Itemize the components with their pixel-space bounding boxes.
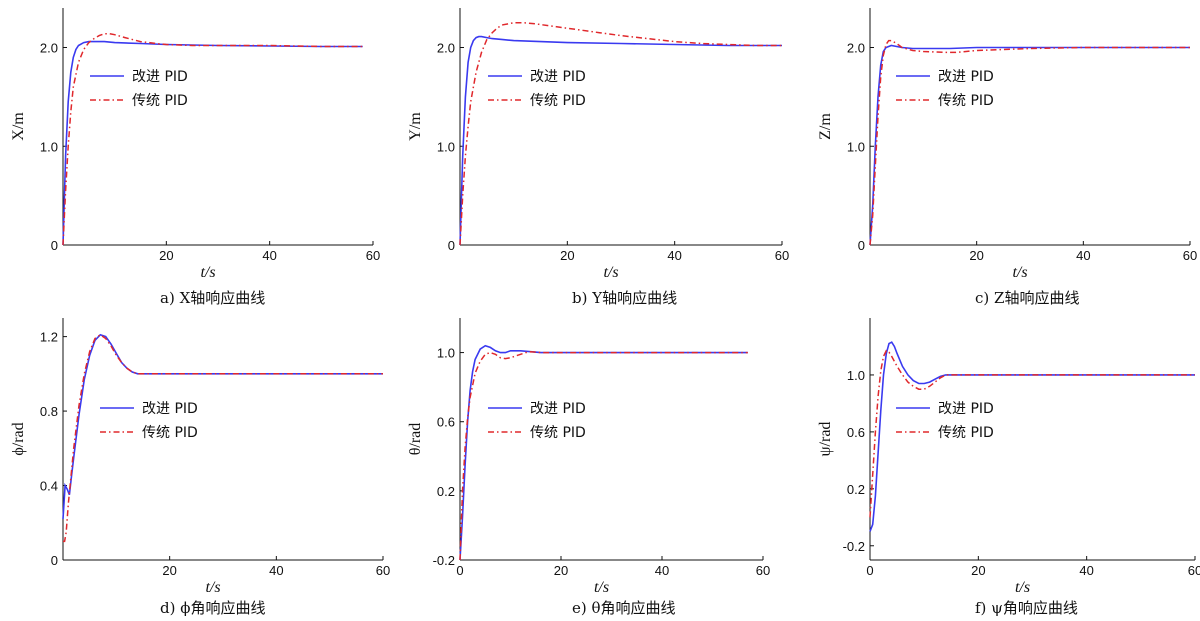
chart-b-x-axis-label: t/s	[603, 264, 618, 281]
chart-f-y-tick-label: 0.6	[847, 425, 865, 440]
chart-d-legend-label: 传统 PID	[142, 425, 198, 441]
chart-c-legend-label: 传统 PID	[938, 93, 994, 109]
chart-b-legend-label: 改进 PID	[530, 69, 586, 85]
chart-b-y-tick-label: 2.0	[437, 41, 455, 56]
chart-e-y-axis-label: θ/rad	[407, 423, 424, 456]
chart-d-y-tick-label: 1.2	[40, 330, 58, 345]
chart-f-x-tick-label: 40	[1079, 563, 1093, 578]
chart-e-x-tick-label: 20	[554, 563, 568, 578]
chart-c-y-tick-label: 2.0	[847, 41, 865, 56]
chart-f-legend-label: 传统 PID	[938, 425, 994, 441]
chart-c-y-tick-label: 1.0	[847, 139, 865, 154]
chart-a-y-tick-label: 2.0	[40, 41, 58, 56]
chart-b-series-traditional	[459, 22, 782, 246]
chart-d-x-tick-label: 40	[269, 563, 283, 578]
chart-d-x-tick-label: 60	[376, 563, 390, 578]
chart-e-x-tick-label: 60	[756, 563, 770, 578]
chart-a-legend-label: 传统 PID	[132, 93, 188, 109]
chart-f-y-axis-label: ψ/rad	[817, 422, 834, 457]
chart-f-panel: 0 20 40 60 -0.2 0.2 0.6 1.0 t/s ψ/rad 改进 PID 传统 PID…	[817, 318, 1200, 617]
chart-f-y-tick-label: -0.2	[843, 539, 865, 554]
chart-b-x-tick-label: 60	[775, 248, 789, 263]
chart-a-caption: a) X轴响应曲线	[160, 289, 265, 307]
chart-a-series-traditional	[62, 32, 363, 246]
chart-f-series-improved	[869, 341, 1195, 532]
chart-c-x-tick-label: 60	[1183, 248, 1197, 263]
chart-d-y-tick-label: 0.4	[40, 479, 58, 494]
chart-c-x-tick-label: 20	[969, 248, 983, 263]
chart-f-x-tick-label: 0	[866, 563, 873, 578]
chart-b-x-tick-label: 40	[667, 248, 681, 263]
chart-e-x-axis-label: t/s	[594, 579, 609, 596]
chart-e-y-tick-label: 1.0	[437, 346, 455, 361]
chart-e-y-tick-label: 0.2	[437, 484, 455, 499]
chart-e-legend-label: 传统 PID	[530, 425, 586, 441]
chart-a-x-tick-label: 40	[262, 248, 276, 263]
chart-d-series-improved	[62, 333, 383, 520]
chart-e-series-traditional	[459, 350, 748, 561]
chart-f-x-tick-label: 20	[971, 563, 985, 578]
chart-e-y-tick-label: -0.2	[433, 553, 455, 568]
chart-e-x-tick-label: 40	[655, 563, 669, 578]
chart-a-legend-label: 改进 PID	[132, 69, 188, 85]
chart-b-y-tick-label: 1.0	[437, 139, 455, 154]
chart-a-y-tick-label: 0	[51, 238, 58, 253]
chart-d-x-axis-label: t/s	[205, 579, 220, 596]
chart-b-series-improved	[459, 35, 782, 246]
chart-a-x-axis-label: t/s	[200, 264, 215, 281]
chart-f-caption: f) ψ角响应曲线	[975, 599, 1078, 617]
chart-e-legend-label: 改进 PID	[530, 401, 586, 417]
chart-d-y-tick-label: 0.8	[40, 404, 58, 419]
chart-a-series-improved	[62, 40, 363, 246]
chart-b-y-axis-label: Y/m	[407, 112, 424, 141]
chart-c-x-tick-label: 40	[1076, 248, 1090, 263]
chart-e-y-tick-label: 0.6	[437, 415, 455, 430]
chart-b-caption: b) Y轴响应曲线	[572, 289, 677, 307]
chart-c-y-tick-label: 0	[858, 238, 865, 253]
chart-e-x-tick-label: 0	[456, 563, 463, 578]
chart-f-x-axis-label: t/s	[1015, 579, 1030, 596]
chart-c-y-axis-label: Z/m	[817, 113, 834, 140]
chart-f-y-tick-label: 0.2	[847, 482, 865, 497]
chart-d-panel: 20 40 60 0 0.4 0.8 1.2 t/s ϕ/rad 改进 PID 传统 PID d) ϕ…	[10, 318, 390, 617]
chart-d-y-tick-label: 0	[51, 553, 58, 568]
chart-d-caption: d) ϕ角响应曲线	[160, 599, 265, 617]
chart-a-x-tick-label: 20	[159, 248, 173, 263]
chart-c-x-axis-label: t/s	[1012, 264, 1027, 281]
chart-f-y-tick-label: 1.0	[847, 368, 865, 383]
chart-e-series-improved	[459, 344, 748, 561]
chart-e-panel: 0 20 40 60 -0.2 0.2 0.6 1.0 t/s θ/rad 改进 PID 传统 PID…	[407, 318, 770, 617]
chart-f-x-tick-label: 60	[1188, 563, 1200, 578]
chart-a-y-tick-label: 1.0	[40, 139, 58, 154]
chart-c-series-traditional	[869, 39, 1190, 246]
chart-e-caption: e) θ角响应曲线	[572, 599, 676, 617]
chart-d-legend-label: 改进 PID	[142, 401, 198, 417]
chart-b-legend-label: 传统 PID	[530, 93, 586, 109]
chart-b-panel: 20 40 60 0 1.0 2.0 t/s Y/m 改进 PID 传统 PID b) Y轴响应曲线	[407, 8, 789, 307]
chart-a-panel: 20 40 60 0 1.0 2.0 t/s X/m 改进 PID 传统 PID a) X轴响应曲线	[10, 8, 380, 307]
chart-c-panel: 20 40 60 0 1.0 2.0 t/s Z/m 改进 PID 传统 PID c) Z轴响应曲线	[817, 8, 1197, 307]
chart-c-series-improved	[869, 44, 1190, 246]
chart-d-x-tick-label: 20	[162, 563, 176, 578]
chart-c-caption: c) Z轴响应曲线	[975, 289, 1079, 307]
chart-a-y-axis-label: X/m	[10, 112, 27, 141]
chart-d-series-traditional	[63, 333, 383, 543]
chart-d-y-axis-label: ϕ/rad	[10, 422, 27, 455]
chart-a-x-tick-label: 60	[366, 248, 380, 263]
chart-f-series-traditional	[869, 349, 1195, 518]
chart-c-legend-label: 改进 PID	[938, 69, 994, 85]
chart-f-legend-label: 改进 PID	[938, 401, 994, 417]
chart-b-y-tick-label: 0	[448, 238, 455, 253]
chart-b-x-tick-label: 20	[560, 248, 574, 263]
